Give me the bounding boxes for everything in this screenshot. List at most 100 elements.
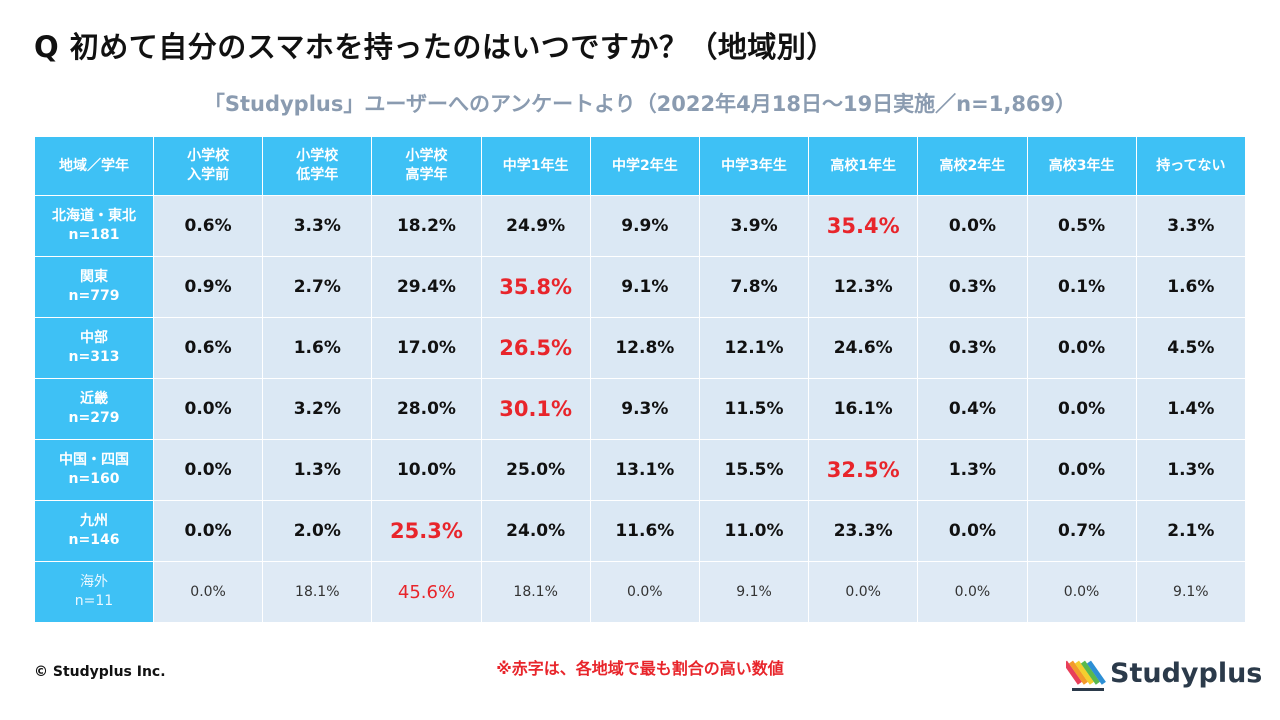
- region-sample-size: n=313: [68, 349, 120, 365]
- value-cell: 12.8%: [589, 317, 700, 379]
- column-header: 小学校 入学前: [152, 136, 264, 196]
- region-name: 北海道・東北: [52, 208, 136, 224]
- copyright: © Studyplus Inc.: [34, 664, 166, 680]
- value-cell: 0.0%: [1026, 317, 1137, 379]
- value-cell-highlight: 30.1%: [480, 378, 591, 440]
- value-cell: 29.4%: [371, 256, 482, 318]
- value-cell: 0.0%: [1026, 561, 1137, 623]
- value-cell: 9.1%: [1135, 561, 1247, 623]
- region-name: 中部: [80, 330, 108, 346]
- value-cell: 17.0%: [371, 317, 482, 379]
- value-cell-highlight: 26.5%: [480, 317, 591, 379]
- value-cell: 1.3%: [262, 439, 373, 501]
- value-cell: 0.6%: [152, 317, 264, 379]
- table-row: 中部 n=313 0.6% 1.6% 17.0% 26.5% 12.8% 12.1% 24.6%…: [34, 317, 1247, 379]
- table-row: 中国・四国 n=160 0.0% 1.3% 10.0% 25.0% 13.1% 15.5% 32…: [34, 439, 1247, 501]
- value-cell: 0.0%: [152, 378, 264, 440]
- value-cell: 25.0%: [480, 439, 591, 501]
- value-cell: 0.0%: [589, 561, 700, 623]
- value-cell: 1.3%: [1135, 439, 1247, 501]
- value-cell: 9.1%: [589, 256, 700, 318]
- value-cell: 0.3%: [917, 256, 1028, 318]
- region-label: 北海道・東北 n=181: [34, 195, 154, 257]
- value-cell: 0.9%: [152, 256, 264, 318]
- value-cell: 9.9%: [589, 195, 700, 257]
- value-cell: 18.1%: [262, 561, 373, 623]
- column-header-line1: 小学校: [187, 148, 230, 164]
- value-cell: 1.6%: [1135, 256, 1247, 318]
- value-cell-highlight: 25.3%: [371, 500, 482, 562]
- region-name: 九州: [80, 513, 108, 529]
- value-cell: 3.3%: [262, 195, 373, 257]
- value-cell: 0.5%: [1026, 195, 1137, 257]
- region-sample-size: n=779: [68, 288, 120, 304]
- value-cell: 2.7%: [262, 256, 373, 318]
- value-cell: 1.3%: [917, 439, 1028, 501]
- column-header-line1: 高校1年生: [830, 157, 897, 174]
- value-cell: 18.2%: [371, 195, 482, 257]
- column-header-line1: 持ってない: [1156, 157, 1226, 174]
- column-header-line1: 小学校: [296, 148, 339, 164]
- value-cell: 3.2%: [262, 378, 373, 440]
- results-table: 地域／学年 小学校 入学前 小学校 低学年 小学校 高学年 中学1年生 中学2年生 中学3年生 高校…: [34, 136, 1247, 623]
- region-label: 近畿 n=279: [34, 378, 154, 440]
- column-header: 持ってない: [1135, 136, 1247, 196]
- column-header-line2: 低学年: [296, 167, 339, 183]
- value-cell: 16.1%: [808, 378, 919, 440]
- page-title: Q 初めて自分のスマホを持ったのはいつですか？（地域別）: [34, 30, 836, 64]
- value-cell: 0.0%: [808, 561, 919, 623]
- region-sample-size: n=181: [68, 227, 120, 243]
- table-row: 関東 n=779 0.9% 2.7% 29.4% 35.8% 9.1% 7.8% 12.3% 0.…: [34, 256, 1247, 318]
- region-sample-size: n=11: [74, 593, 114, 609]
- region-label: 中部 n=313: [34, 317, 154, 379]
- value-cell: 10.0%: [371, 439, 482, 501]
- value-cell: 11.5%: [698, 378, 810, 440]
- value-cell: 2.1%: [1135, 500, 1247, 562]
- region-label: 関東 n=779: [34, 256, 154, 318]
- value-cell-highlight: 35.4%: [808, 195, 919, 257]
- region-sample-size: n=146: [68, 532, 120, 548]
- column-header: 中学2年生: [589, 136, 700, 196]
- page-subtitle: 「Studyplus」ユーザーへのアンケートより（2022年4月18日〜19日実…: [203, 92, 1077, 116]
- value-cell: 11.0%: [698, 500, 810, 562]
- column-header-region: 地域／学年: [34, 136, 154, 196]
- value-cell-highlight: 32.5%: [808, 439, 919, 501]
- value-cell: 0.0%: [917, 561, 1028, 623]
- value-cell: 24.9%: [480, 195, 591, 257]
- region-label: 中国・四国 n=160: [34, 439, 154, 501]
- region-name: 海外: [80, 574, 108, 590]
- value-cell: 1.4%: [1135, 378, 1247, 440]
- value-cell: 0.0%: [152, 561, 264, 623]
- column-header: 小学校 高学年: [371, 136, 482, 196]
- value-cell: 7.8%: [698, 256, 810, 318]
- value-cell: 0.7%: [1026, 500, 1137, 562]
- value-cell: 0.0%: [152, 439, 264, 501]
- studyplus-logo-icon: [1066, 660, 1106, 691]
- column-header-line2: 入学前: [187, 167, 230, 183]
- column-header-line1: 中学1年生: [502, 157, 569, 174]
- table-row: 九州 n=146 0.0% 2.0% 25.3% 24.0% 11.6% 11.0% 23.3%…: [34, 500, 1247, 562]
- column-header-line2: 高学年: [405, 167, 448, 183]
- value-cell: 12.3%: [808, 256, 919, 318]
- column-header: 高校2年生: [917, 136, 1028, 196]
- region-name: 中国・四国: [59, 452, 129, 468]
- value-cell: 11.6%: [589, 500, 700, 562]
- column-header-line1: 高校2年生: [939, 157, 1006, 174]
- value-cell: 0.0%: [917, 195, 1028, 257]
- value-cell: 28.0%: [371, 378, 482, 440]
- value-cell: 3.3%: [1135, 195, 1247, 257]
- highlight-note: ※赤字は、各地域で最も割合の高い数値: [496, 659, 784, 678]
- value-cell: 24.0%: [480, 500, 591, 562]
- value-cell: 12.1%: [698, 317, 810, 379]
- column-header-line1: 高校3年生: [1048, 157, 1115, 174]
- value-cell: 13.1%: [589, 439, 700, 501]
- value-cell: 0.0%: [1026, 439, 1137, 501]
- value-cell: 0.0%: [1026, 378, 1137, 440]
- region-name: 関東: [80, 269, 108, 285]
- column-header-line1: 中学3年生: [721, 157, 787, 174]
- region-label: 海外 n=11: [34, 561, 154, 623]
- column-header: 中学1年生: [480, 136, 591, 196]
- value-cell: 0.1%: [1026, 256, 1137, 318]
- value-cell: 0.3%: [917, 317, 1028, 379]
- value-cell: 2.0%: [262, 500, 373, 562]
